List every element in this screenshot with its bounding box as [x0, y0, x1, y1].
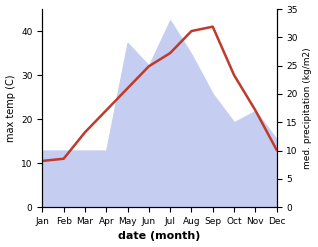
X-axis label: date (month): date (month) [118, 231, 201, 242]
Y-axis label: max temp (C): max temp (C) [5, 74, 16, 142]
Y-axis label: med. precipitation (kg/m2): med. precipitation (kg/m2) [303, 47, 313, 169]
